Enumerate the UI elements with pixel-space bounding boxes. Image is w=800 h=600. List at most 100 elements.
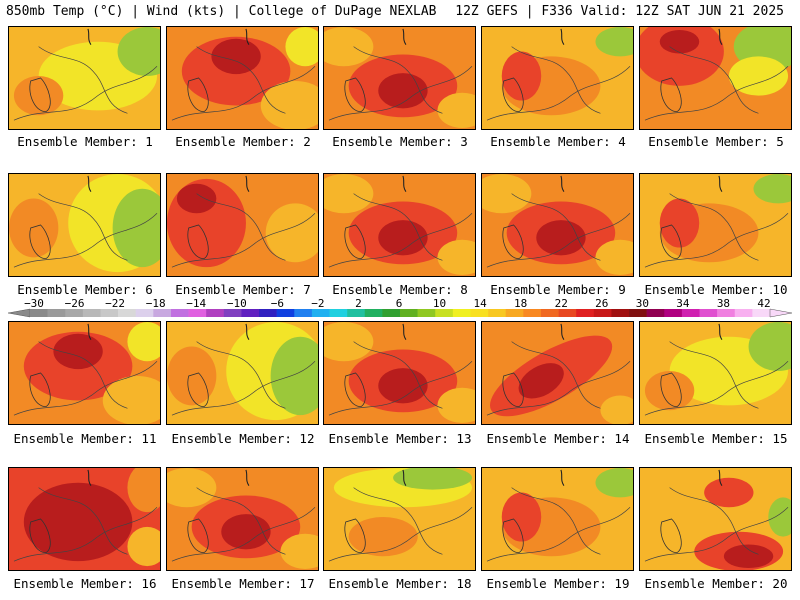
temperature-map <box>324 322 475 424</box>
colorbar-swatch <box>611 309 630 317</box>
member-caption: Ensemble Member: 12 <box>171 431 315 446</box>
member-caption: Ensemble Member: 6 <box>17 282 153 297</box>
colorbar-swatch <box>523 309 542 317</box>
member-caption: Ensemble Member: 3 <box>332 134 468 149</box>
member-caption: Ensemble Member: 14 <box>486 431 630 446</box>
ensemble-panel <box>8 173 161 277</box>
chart-title: 850mb Temp (°C) | Wind (kts) | College o… <box>6 4 437 19</box>
ensemble-panel <box>323 26 476 130</box>
member-caption: Ensemble Member: 17 <box>171 576 315 591</box>
colorbar-tick-label: 10 <box>432 297 447 310</box>
ensemble-panel <box>8 467 161 571</box>
colorbar-swatch <box>223 309 242 317</box>
temperature-map <box>9 174 160 276</box>
colorbar-swatch <box>540 309 559 317</box>
temperature-map <box>482 322 633 424</box>
member-caption: Ensemble Member: 4 <box>490 134 626 149</box>
temperature-map <box>167 27 318 129</box>
colorbar-swatch <box>664 309 683 317</box>
member-caption: Ensemble Member: 8 <box>332 282 468 297</box>
ensemble-panel <box>323 467 476 571</box>
colorbar-swatch <box>558 309 577 317</box>
colorbar-tick-label: −30 <box>24 297 44 310</box>
colorbar-swatch <box>329 309 348 317</box>
colorbar-swatch <box>452 309 471 317</box>
colorbar-tick-label: 30 <box>635 297 649 310</box>
temperature-map <box>482 468 633 570</box>
temperature-map <box>167 322 318 424</box>
colorbar-tick-label: 38 <box>716 297 731 310</box>
ensemble-panel <box>481 467 634 571</box>
temperature-map <box>9 468 160 570</box>
temperature-map <box>324 27 475 129</box>
ensemble-panel <box>639 173 792 277</box>
temperature-map <box>640 27 791 129</box>
temperature-map <box>482 174 633 276</box>
temperature-map <box>640 322 791 424</box>
colorbar-swatch <box>153 309 172 317</box>
member-caption: Ensemble Member: 19 <box>486 576 630 591</box>
colorbar-swatch <box>30 309 48 317</box>
colorbar-tick-label: 6 <box>395 297 403 310</box>
colorbar-swatch <box>417 309 436 317</box>
colorbar-swatch <box>629 309 647 317</box>
colorbar-swatch <box>400 309 418 317</box>
temperature-map <box>324 468 475 570</box>
temperature-colorbar <box>7 308 793 318</box>
colorbar-swatch <box>47 309 66 317</box>
member-caption: Ensemble Member: 10 <box>644 282 788 297</box>
colorbar-swatch <box>276 309 295 317</box>
colorbar-swatch <box>294 309 313 317</box>
colorbar-swatch <box>717 309 736 317</box>
member-caption: Ensemble Member: 20 <box>644 576 788 591</box>
colorbar-swatch <box>734 309 753 317</box>
colorbar-swatch <box>347 309 366 317</box>
ensemble-panel <box>166 26 319 130</box>
ensemble-panel <box>481 173 634 277</box>
temperature-map <box>9 322 160 424</box>
temperature-map <box>482 27 633 129</box>
ensemble-panel <box>8 321 161 425</box>
colorbar-tick-label: 22 <box>554 297 568 310</box>
temperature-map <box>9 27 160 129</box>
colorbar-swatch <box>470 309 489 317</box>
colorbar-swatch <box>100 309 119 317</box>
colorbar-max-arrow <box>769 308 793 318</box>
colorbar-tick-label: 2 <box>355 297 362 310</box>
temperature-map <box>324 174 475 276</box>
colorbar-tick-label: 18 <box>514 297 528 310</box>
colorbar-swatch <box>311 309 330 317</box>
colorbar-swatch <box>170 309 189 317</box>
colorbar-tick-label: −6 <box>270 297 284 310</box>
colorbar-swatch <box>188 309 207 317</box>
model-run-info: 12Z GEFS | F336 Valid: 12Z SAT JUN 21 20… <box>455 4 784 19</box>
colorbar-swatch <box>435 309 454 317</box>
colorbar-tick-label: −22 <box>105 297 126 310</box>
member-caption: Ensemble Member: 1 <box>17 134 153 149</box>
temperature-map <box>167 174 318 276</box>
ensemble-panel <box>166 321 319 425</box>
colorbar-swatch <box>488 309 507 317</box>
member-caption: Ensemble Member: 7 <box>175 282 311 297</box>
colorbar-swatch <box>259 309 277 317</box>
colorbar-swatch <box>576 309 595 317</box>
colorbar-tick-label: 14 <box>473 297 487 310</box>
colorbar-swatch <box>118 309 137 317</box>
colorbar-tick-label: −10 <box>226 297 247 310</box>
colorbar-swatch <box>206 309 225 317</box>
colorbar-swatch <box>681 309 700 317</box>
colorbar-swatch <box>82 309 101 317</box>
colorbar-tick-label: 26 <box>595 297 609 310</box>
member-caption: Ensemble Member: 2 <box>175 134 311 149</box>
ensemble-panel <box>166 173 319 277</box>
ensemble-panel <box>639 26 792 130</box>
ensemble-panel <box>8 26 161 130</box>
colorbar-tick-label: 42 <box>757 297 771 310</box>
colorbar-swatch <box>505 309 524 317</box>
colorbar-swatch <box>646 309 665 317</box>
ensemble-panel <box>323 173 476 277</box>
ensemble-panel <box>166 467 319 571</box>
colorbar-swatch <box>382 309 401 317</box>
temperature-map <box>167 468 318 570</box>
member-caption: Ensemble Member: 5 <box>648 134 784 149</box>
